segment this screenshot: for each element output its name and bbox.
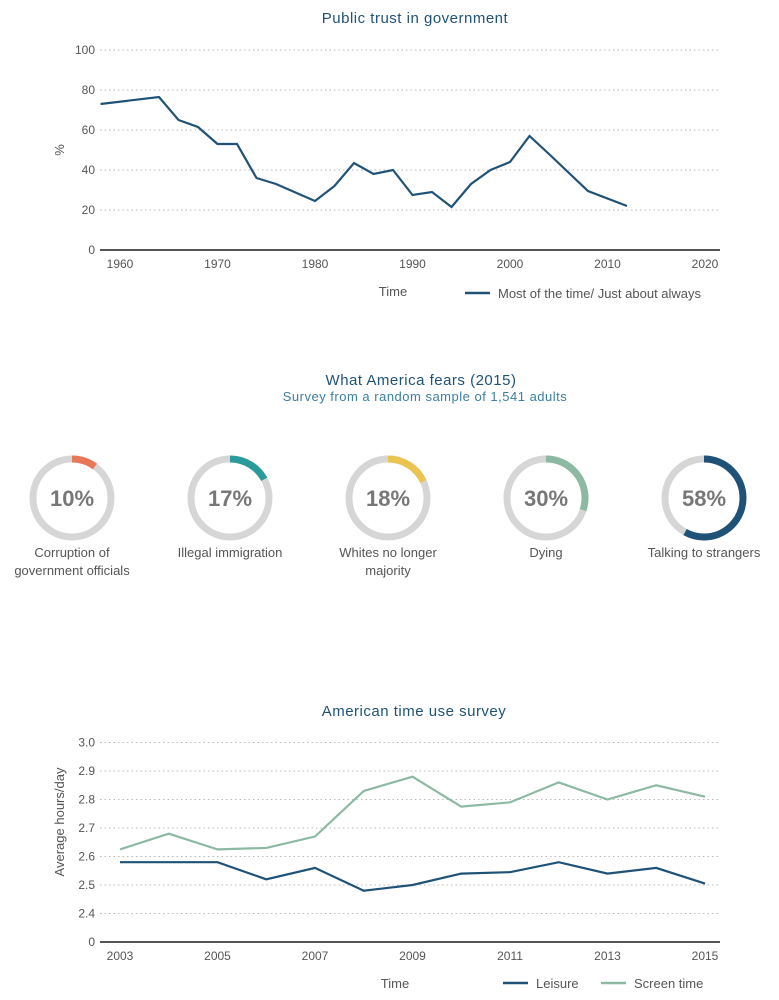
donut-label: Illegal immigration xyxy=(178,545,283,560)
x-tick-label: 2020 xyxy=(692,257,719,271)
legend-label: Screen time xyxy=(634,976,703,991)
series-line-screen-time xyxy=(119,775,706,851)
y-tick-label: 2.4 xyxy=(78,907,95,921)
chart-title: What America fears (2015) xyxy=(326,372,517,389)
y-tick-label: 100 xyxy=(75,43,95,57)
donut-arc xyxy=(345,455,431,541)
y-tick-label: 80 xyxy=(82,83,96,97)
donut-label: Dying xyxy=(529,545,562,560)
donut-label: government officials xyxy=(14,563,130,578)
x-tick-label: 2010 xyxy=(594,257,621,271)
x-tick-label: 2003 xyxy=(107,949,134,963)
chart-title: American time use survey xyxy=(322,703,507,720)
x-tick-label: 2015 xyxy=(692,949,719,963)
donut-value: 17% xyxy=(208,486,252,511)
donut-arc xyxy=(503,455,589,541)
x-tick-label: 2011 xyxy=(497,949,523,963)
x-tick-label: 2009 xyxy=(399,949,426,963)
y-tick-label: 2.7 xyxy=(78,821,95,835)
donut-3: 30% Dying xyxy=(503,455,589,560)
x-tick-label: 2013 xyxy=(594,949,621,963)
y-tick-label: 60 xyxy=(82,123,96,137)
donut-arc xyxy=(29,455,115,541)
y-tick-label: 0 xyxy=(88,243,95,257)
y-axis-label: % xyxy=(52,144,67,156)
donut-arc xyxy=(661,455,747,541)
x-axis-label: Time xyxy=(381,976,409,991)
donut-1: 17% Illegal immigration xyxy=(178,455,283,560)
y-tick-label: 3.0 xyxy=(78,736,95,750)
y-tick-label: 40 xyxy=(82,163,96,177)
donut-value: 58% xyxy=(682,486,726,511)
x-tick-label: 1970 xyxy=(204,257,231,271)
x-tick-label: 1990 xyxy=(399,257,426,271)
donut-value: 30% xyxy=(524,486,568,511)
chart-subtitle: Survey from a random sample of 1,541 adu… xyxy=(283,389,568,404)
donut-value: 10% xyxy=(50,486,94,511)
legend-label: Leisure xyxy=(536,976,579,991)
donut-2: 18% Whites no longer majority xyxy=(339,455,437,578)
series-line xyxy=(100,95,628,209)
chart-title: Public trust in government xyxy=(322,10,509,27)
y-tick-label: 2.5 xyxy=(78,878,95,892)
y-tick-label: 2.9 xyxy=(78,764,95,778)
donut-0: 10% Corruption of government officials xyxy=(14,455,130,578)
x-axis-label: Time xyxy=(379,284,407,299)
y-axis-label: Average hours/day xyxy=(52,767,67,876)
donut-label: Talking to strangers xyxy=(648,545,761,560)
x-tick-label: 2007 xyxy=(302,949,329,963)
donut-label: majority xyxy=(365,563,411,578)
legend-label: Most of the time/ Just about always xyxy=(498,286,702,301)
donut-arc xyxy=(187,455,273,541)
x-tick-label: 1980 xyxy=(302,257,329,271)
donut-label: Whites no longer xyxy=(339,545,437,560)
donut-4: 58% Talking to strangers xyxy=(648,455,761,560)
y-tick-label: 20 xyxy=(82,203,96,217)
x-tick-label: 1960 xyxy=(107,257,134,271)
series-line-leisure xyxy=(120,861,706,892)
y-tick-label: 2.6 xyxy=(78,850,95,864)
y-tick-label: 2.8 xyxy=(78,793,95,807)
x-tick-label: 2000 xyxy=(497,257,524,271)
donut-value: 18% xyxy=(366,486,410,511)
x-tick-label: 2005 xyxy=(204,949,231,963)
donut-label: Corruption of xyxy=(34,545,110,560)
y-tick-label: 0 xyxy=(88,935,95,949)
